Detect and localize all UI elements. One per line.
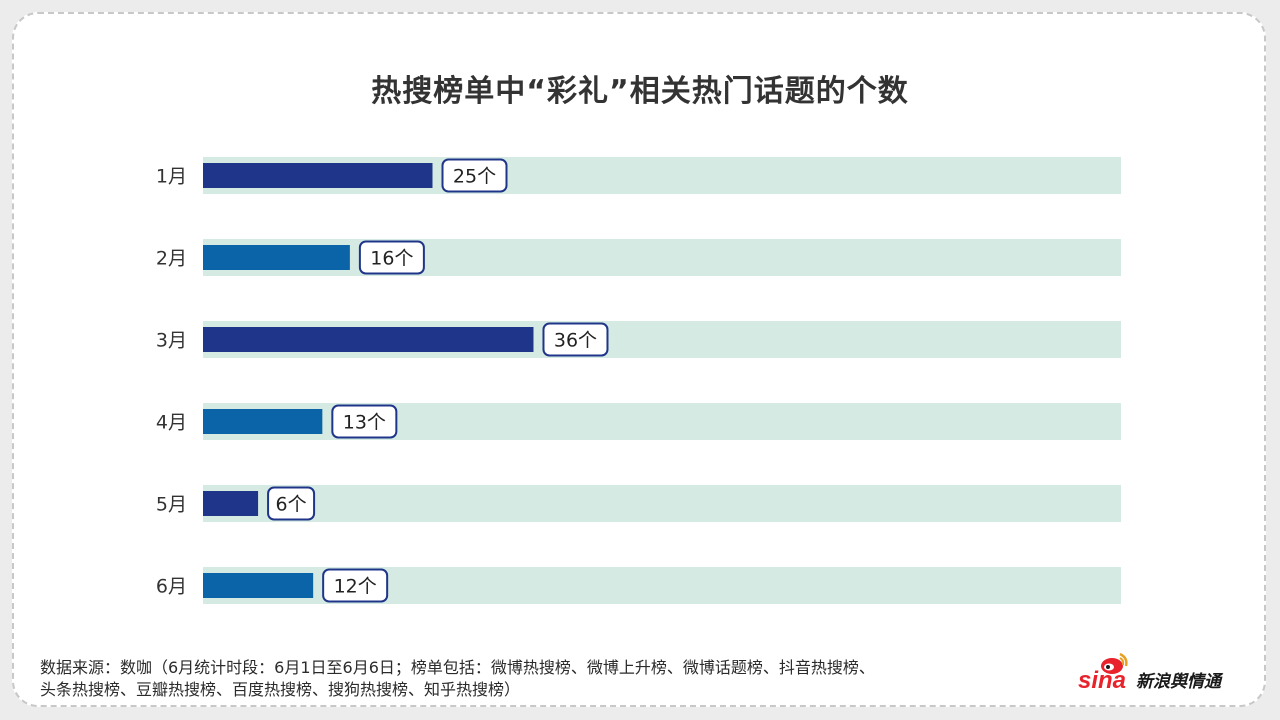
category-label: 1月 (156, 166, 187, 188)
data-label: 13个 (343, 412, 386, 434)
bar (203, 573, 314, 598)
data-label: 6个 (276, 494, 307, 516)
data-label: 25个 (453, 166, 496, 188)
category-label: 5月 (156, 494, 187, 516)
category-label: 4月 (156, 412, 187, 434)
data-label-box (322, 568, 389, 603)
bar (203, 163, 433, 188)
data-label-box (542, 322, 609, 357)
sina-eye-icon (1101, 652, 1128, 674)
data-label: 12个 (334, 576, 377, 598)
sina-logo-text: sina (1078, 667, 1126, 694)
bar (203, 245, 350, 270)
source-note-line-1: 数据来源：数咖（6月统计时段：6月1日至6月6日；榜单包括：微博热搜榜、微博上升… (40, 658, 875, 677)
bar-track (203, 485, 1121, 522)
bar (203, 327, 534, 352)
data-label: 16个 (370, 248, 413, 270)
bar-track (203, 239, 1121, 276)
source-note: 数据来源：数咖（6月统计时段：6月1日至6月6日；榜单包括：微博热搜榜、微博上升… (40, 657, 1040, 701)
data-label-box (267, 486, 316, 521)
data-label-box (441, 158, 508, 193)
source-note-line-2: 头条热搜榜、豆瓣热搜榜、百度热搜榜、搜狗热搜榜、知乎热搜榜） (40, 680, 521, 699)
bar (203, 491, 259, 516)
brand-name: 新浪舆情通 (1136, 672, 1224, 692)
data-label-box (331, 404, 398, 439)
sina-brand-logo: sina 新浪舆情通 (1078, 652, 1224, 694)
data-label-box (358, 240, 425, 275)
category-label: 2月 (156, 248, 187, 270)
chart-title: 热搜榜单中“彩礼”相关热门话题的个数 (371, 74, 909, 109)
category-label: 6月 (156, 576, 187, 598)
data-label: 36个 (554, 330, 597, 352)
bar (203, 409, 323, 434)
category-label: 3月 (156, 330, 187, 352)
